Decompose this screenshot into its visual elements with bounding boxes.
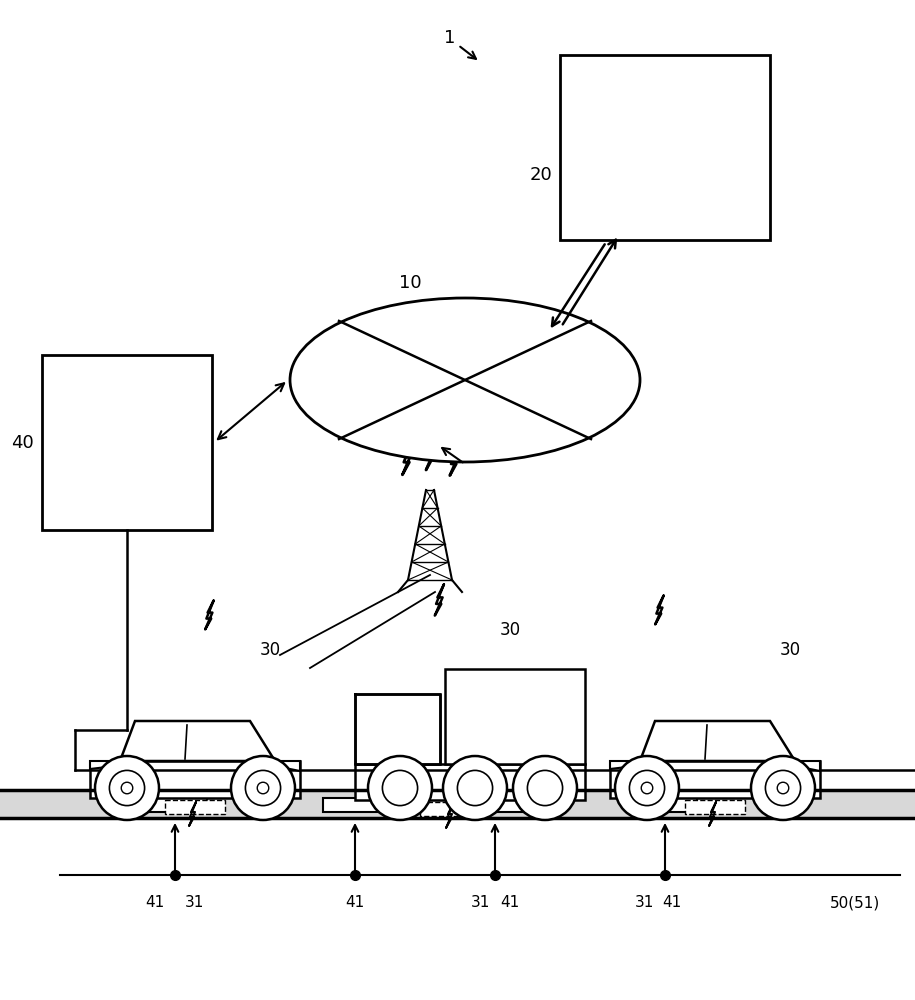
Circle shape xyxy=(513,756,577,820)
Text: 31: 31 xyxy=(470,895,490,910)
Text: 30: 30 xyxy=(780,641,801,659)
Bar xyxy=(610,761,820,798)
Bar xyxy=(685,800,745,814)
Circle shape xyxy=(766,770,801,806)
Bar xyxy=(143,798,207,812)
Polygon shape xyxy=(120,721,275,761)
Text: 31: 31 xyxy=(186,895,205,910)
Polygon shape xyxy=(90,761,120,769)
Bar xyxy=(420,802,480,816)
Polygon shape xyxy=(795,761,820,771)
Text: 50(51): 50(51) xyxy=(830,895,880,910)
Circle shape xyxy=(382,770,417,806)
Bar xyxy=(323,798,387,812)
Bar xyxy=(445,669,585,764)
Bar xyxy=(90,761,300,798)
Circle shape xyxy=(630,770,664,806)
Bar xyxy=(355,764,585,800)
Text: 10: 10 xyxy=(399,274,421,292)
Circle shape xyxy=(122,782,133,794)
Circle shape xyxy=(615,756,679,820)
Text: 40: 40 xyxy=(11,434,34,452)
Circle shape xyxy=(458,770,492,806)
Text: 41: 41 xyxy=(662,895,682,910)
Circle shape xyxy=(751,756,815,820)
Polygon shape xyxy=(275,761,300,771)
Bar xyxy=(560,55,770,240)
Text: 41: 41 xyxy=(501,895,520,910)
Text: 41: 41 xyxy=(345,895,364,910)
Bar xyxy=(165,800,225,814)
Ellipse shape xyxy=(290,298,640,462)
Text: 30: 30 xyxy=(260,641,281,659)
Circle shape xyxy=(527,770,563,806)
Text: 30: 30 xyxy=(500,621,521,639)
Polygon shape xyxy=(610,761,640,769)
Bar xyxy=(355,694,440,764)
Text: 1: 1 xyxy=(445,29,456,47)
Bar xyxy=(633,798,697,812)
Text: 31: 31 xyxy=(635,895,655,910)
Bar xyxy=(463,798,527,812)
Circle shape xyxy=(443,756,507,820)
Circle shape xyxy=(231,756,295,820)
Circle shape xyxy=(257,782,269,794)
Text: 20: 20 xyxy=(529,166,552,184)
Polygon shape xyxy=(640,721,795,761)
Circle shape xyxy=(110,770,145,806)
Text: 41: 41 xyxy=(145,895,165,910)
Bar xyxy=(42,355,212,530)
Circle shape xyxy=(245,770,281,806)
Circle shape xyxy=(777,782,789,794)
Circle shape xyxy=(95,756,159,820)
Circle shape xyxy=(368,756,432,820)
Circle shape xyxy=(641,782,652,794)
